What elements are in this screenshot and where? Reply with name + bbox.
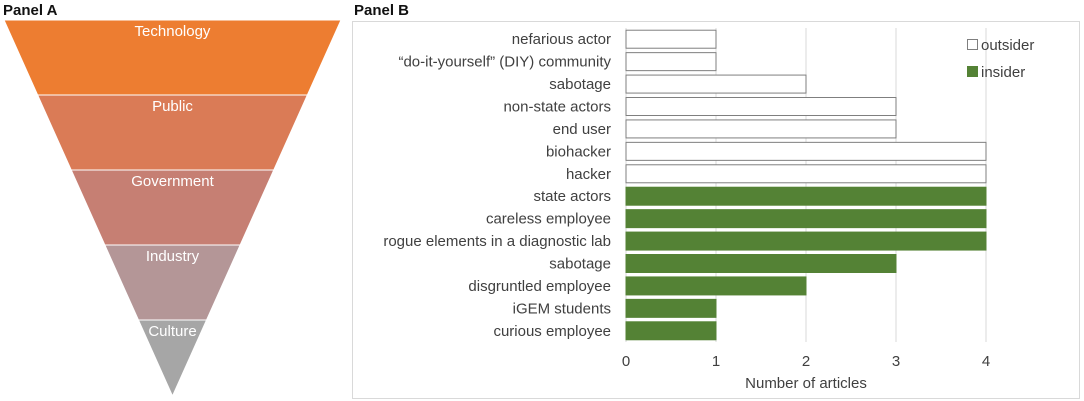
- panel-a-label: Panel A: [3, 2, 58, 19]
- bar: [625, 254, 897, 273]
- category-label: careless employee: [486, 211, 611, 228]
- funnel-level-label: Technology: [135, 23, 211, 40]
- category-label: end user: [553, 121, 611, 138]
- category-label: curious employee: [493, 323, 611, 340]
- bar: [625, 186, 987, 206]
- category-label: sabotage: [549, 76, 611, 93]
- category-label: sabotage: [549, 256, 611, 273]
- bar: [625, 119, 897, 139]
- x-tick-label: 4: [982, 353, 990, 370]
- category-label: “do-it-yourself” (DIY) community: [398, 54, 611, 71]
- funnel-level-label: Public: [152, 98, 193, 115]
- bar: [625, 276, 807, 296]
- category-label: rogue elements in a diagnostic lab: [383, 233, 611, 250]
- panel-b-border: [352, 21, 1080, 399]
- category-label: state actors: [533, 188, 611, 205]
- funnel-level-label: Industry: [146, 248, 200, 265]
- bar: [625, 97, 897, 116]
- bar: [625, 298, 717, 318]
- category-label: nefarious actor: [512, 31, 611, 48]
- legend-label: outsider: [981, 37, 1034, 54]
- category-label: hacker: [566, 166, 611, 183]
- category-label: non-state actors: [503, 99, 611, 116]
- x-axis-title: Number of articles: [745, 375, 867, 392]
- bar: [625, 209, 987, 229]
- funnel-diagram: Technology Public Government Industry Cultur…: [3, 19, 342, 398]
- bar: [625, 29, 717, 49]
- funnel-level: [137, 319, 208, 398]
- legend-swatch: [967, 39, 978, 50]
- x-tick-label: 0: [622, 353, 630, 370]
- funnel-level-label: Government: [131, 173, 214, 190]
- x-tick-label: 3: [892, 353, 900, 370]
- legend-swatch: [967, 66, 978, 77]
- x-tick-label: 2: [802, 353, 810, 370]
- category-label: disgruntled employee: [468, 278, 611, 295]
- funnel-level-label: Culture: [148, 323, 196, 340]
- bar: [625, 74, 807, 94]
- panel-b-label: Panel B: [354, 2, 410, 19]
- bar: [625, 164, 987, 184]
- legend-label: insider: [981, 64, 1025, 81]
- category-label: biohacker: [546, 143, 611, 160]
- bar: [625, 231, 987, 251]
- bar: [625, 321, 717, 341]
- x-tick-label: 1: [712, 353, 720, 370]
- bar: [625, 52, 717, 72]
- bar: [625, 141, 987, 161]
- category-label: iGEM students: [513, 300, 611, 317]
